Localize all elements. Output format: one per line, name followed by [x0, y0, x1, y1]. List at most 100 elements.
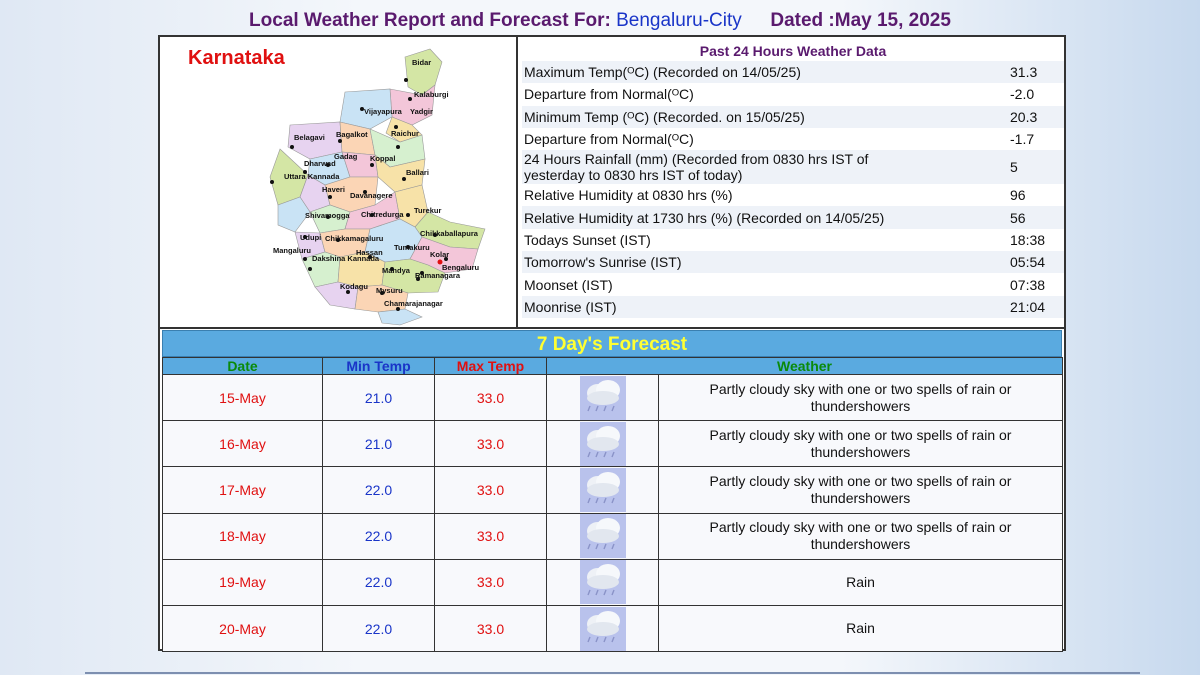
svg-text:Uttara Kannada: Uttara Kannada [284, 172, 340, 181]
forecast-date: 19-May [162, 558, 323, 606]
svg-text:Kalaburgi: Kalaburgi [414, 90, 449, 99]
seven-day-forecast: 7 Day's Forecast Date Min Temp Max Temp … [160, 327, 1064, 653]
forecast-table: Date Min Temp Max Temp Weather 15-May 21.… [162, 357, 1064, 653]
svg-text:Shivamogga: Shivamogga [305, 211, 350, 220]
forecast-date: 18-May [162, 512, 323, 560]
svg-text:Dakshina Kannada: Dakshina Kannada [312, 254, 380, 263]
past-row: Departure from Normal(ᴼC) -1.7 [522, 128, 1064, 150]
past-row-label: Maximum Temp(ᴼC) (Recorded on 14/05/25) [524, 64, 801, 81]
past-row-label: Moonset (IST) [524, 276, 613, 293]
svg-text:Udupi: Udupi [300, 233, 321, 242]
past-row-value: -1.7 [1010, 131, 1035, 148]
past-row: Tomorrow's Sunrise (IST) 05:54 [522, 251, 1064, 274]
forecast-weather: Rain [657, 604, 1064, 653]
forecast-date: 20-May [162, 604, 323, 653]
past-row-value: 56 [1010, 209, 1026, 226]
forecast-weather: Partly cloudy sky with one or two spells… [657, 512, 1064, 560]
svg-text:Chamarajanagar: Chamarajanagar [384, 299, 443, 308]
svg-text:Davanagere: Davanagere [350, 191, 393, 200]
forecast-weather: Partly cloudy sky with one or two spells… [657, 373, 1064, 422]
past-row-label: Todays Sunset (IST) [524, 231, 651, 248]
past-row-value: 21:04 [1010, 298, 1046, 315]
forecast-max-temp: 33.0 [434, 604, 547, 653]
past-row-label: Tomorrow's Sunrise (IST) [524, 254, 682, 271]
svg-text:Mandya: Mandya [382, 266, 411, 275]
report-date: Dated :May 15, 2025 [770, 10, 951, 31]
past-row-label: 24 Hours Rainfall (mm) (Recorded from 08… [524, 151, 869, 184]
svg-text:Chikkamagaluru: Chikkamagaluru [325, 234, 384, 243]
svg-text:Chikkaballapura: Chikkaballapura [420, 229, 479, 238]
map-title: Karnataka [188, 47, 285, 69]
svg-text:Belagavi: Belagavi [294, 133, 325, 142]
svg-text:Koppal: Koppal [370, 154, 395, 163]
svg-text:Gadag: Gadag [334, 152, 358, 161]
svg-text:Yadgir: Yadgir [410, 107, 433, 116]
forecast-row: 15-May 21.0 33.0 Partly cloudy sky with one… [162, 373, 1064, 422]
past-row-value: -2.0 [1010, 86, 1035, 103]
svg-text:Bagalkot: Bagalkot [336, 130, 368, 139]
forecast-weather: Partly cloudy sky with one or two spells… [657, 420, 1064, 468]
past-row-value: 05:54 [1010, 254, 1046, 271]
header-min-temp: Min Temp [322, 357, 435, 375]
karnataka-map: Bidar Kalaburgi Vijayapura Yadgir Belaga… [269, 48, 486, 326]
svg-text:Hassan: Hassan [356, 248, 383, 257]
past-row-value: 07:38 [1010, 276, 1046, 293]
svg-text:Chitredurga: Chitredurga [361, 210, 404, 219]
rain-cloud-icon [579, 560, 626, 605]
svg-text:Tumakuru: Tumakuru [394, 243, 430, 252]
past-row-value: 18:38 [1010, 231, 1046, 248]
past-row: Relative Humidity at 0830 hrs (%) 96 [522, 184, 1064, 206]
forecast-header-row: Date Min Temp Max Temp Weather [162, 357, 1064, 375]
forecast-min-temp: 22.0 [322, 558, 435, 606]
forecast-max-temp: 33.0 [434, 466, 547, 514]
past-row: Minimum Temp (ᴼC) (Recorded. on 15/05/25… [522, 105, 1064, 128]
past-row-label: Relative Humidity at 0830 hrs (%) [524, 187, 733, 204]
past-row-label: Relative Humidity at 1730 hrs (%) (Recor… [524, 209, 885, 226]
svg-text:Ballari: Ballari [406, 168, 429, 177]
forecast-row: 18-May 22.0 33.0 Partly cloudy sky with one… [162, 512, 1064, 560]
past-row: Moonrise (IST) 21:04 [522, 295, 1064, 318]
past-24h-title: Past 24 Hours Weather Data [699, 43, 887, 59]
forecast-weather: Rain [657, 558, 1064, 606]
forecast-row: 17-May 22.0 33.0 Partly cloudy sky with one… [162, 466, 1064, 514]
city-name: Bengaluru-City [616, 10, 742, 31]
forecast-min-temp: 21.0 [322, 373, 435, 422]
report-frame: Bidar Kalaburgi Vijayapura Yadgir Belaga… [158, 35, 1066, 653]
svg-text:Haveri: Haveri [322, 185, 345, 194]
past-row: Todays Sunset (IST) 18:38 [522, 229, 1064, 251]
rain-cloud-icon [579, 421, 626, 466]
svg-text:Dharwad: Dharwad [304, 159, 336, 168]
past-row: Maximum Temp(ᴼC) (Recorded on 14/05/25) 3… [522, 61, 1064, 84]
past-row-label: Moonrise (IST) [524, 298, 617, 315]
rain-cloud-icon [579, 514, 626, 559]
forecast-min-temp: 22.0 [322, 466, 435, 514]
bottom-divider [85, 672, 1140, 674]
past-row-label: Minimum Temp (ᴼC) (Recorded. on 15/05/25… [524, 108, 805, 125]
forecast-title: 7 Day's Forecast [162, 330, 1062, 357]
karnataka-map-panel: Bidar Kalaburgi Vijayapura Yadgir Belaga… [160, 37, 518, 327]
past-row-value: 96 [1010, 187, 1026, 204]
forecast-max-temp: 33.0 [434, 512, 547, 560]
forecast-min-temp: 21.0 [322, 420, 435, 468]
report-title: Local Weather Report and Forecast For: [249, 10, 611, 31]
forecast-icon-cell [546, 420, 659, 468]
report-header: Local Weather Report and Forecast For: B… [0, 10, 1200, 32]
forecast-icon-cell [546, 558, 659, 606]
svg-text:Mysuru: Mysuru [376, 286, 403, 295]
past-row-value: 20.3 [1010, 108, 1038, 125]
forecast-max-temp: 33.0 [434, 420, 547, 468]
map-label-bidar: Bidar [412, 58, 431, 67]
header-date: Date [162, 357, 323, 375]
svg-text:Vijayapura: Vijayapura [364, 107, 403, 116]
forecast-max-temp: 33.0 [434, 558, 547, 606]
past-row: Moonset (IST) 07:38 [522, 273, 1064, 295]
past-row-value: 31.3 [1010, 64, 1038, 81]
svg-text:Turekur: Turekur [414, 206, 441, 215]
forecast-icon-cell [546, 604, 659, 653]
svg-text:Kolar: Kolar [430, 250, 449, 259]
svg-text:Ramanagara: Ramanagara [415, 271, 461, 280]
past-row-label: Departure from Normal(ᴼC) [524, 86, 694, 103]
forecast-date: 16-May [162, 420, 323, 468]
svg-text:Bengaluru: Bengaluru [442, 263, 480, 272]
svg-text:Mangaluru: Mangaluru [273, 246, 311, 255]
